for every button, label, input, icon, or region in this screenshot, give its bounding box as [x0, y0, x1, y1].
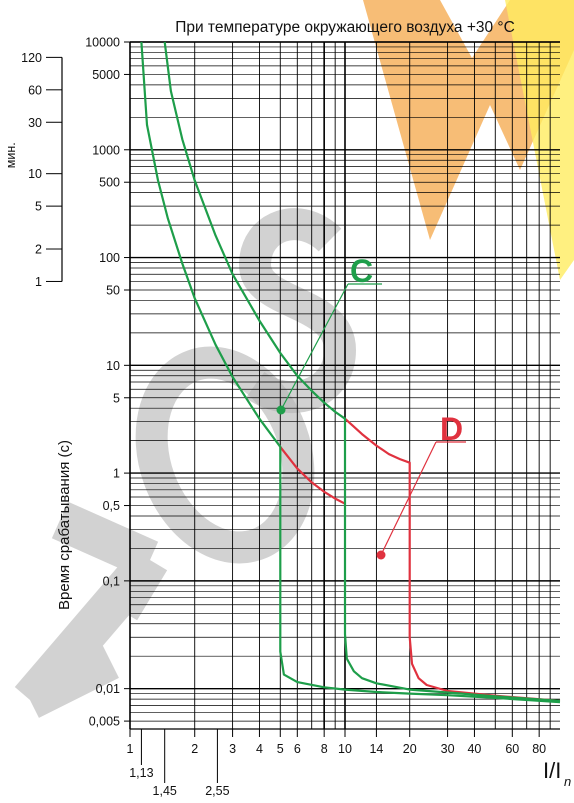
curve-d-upper	[344, 417, 561, 702]
curve-c-lower	[140, 41, 561, 704]
x-tick-label: 2	[191, 742, 198, 756]
callout-c-leader	[280, 283, 349, 411]
callout-d-dot	[376, 550, 386, 560]
x-subtick-label: 2,55	[205, 784, 229, 798]
minutes-tick-label: 30	[28, 116, 42, 130]
x-axis-label-sub: n	[564, 774, 571, 789]
y-tick-label: 10	[106, 359, 120, 373]
curve-c-upper	[163, 41, 561, 702]
x-subtick-label: 1,13	[129, 766, 153, 780]
minutes-tick-label: 10	[28, 167, 42, 181]
y-tick-label: 100	[99, 251, 120, 265]
grid	[129, 41, 560, 730]
y-tick-label: 5	[113, 391, 120, 405]
chart-title: При температуре окружающего воздуха +30 …	[175, 19, 515, 36]
minutes-tick-label: 2	[35, 243, 42, 257]
x-tick-label: 80	[532, 742, 546, 756]
callout-d-leader	[380, 441, 437, 556]
curves	[140, 41, 561, 704]
y-tick-label: 1000	[92, 143, 120, 157]
x-tick-label: 5	[277, 742, 284, 756]
minutes-tick-label: 120	[21, 51, 42, 65]
x-axis-label: I/I	[543, 758, 561, 783]
minutes-scale-label: мин.	[4, 142, 18, 168]
x-tick-label: 40	[467, 742, 481, 756]
curve-d-lower	[279, 446, 346, 505]
x-tick-label: 20	[403, 742, 417, 756]
x-tick-label: 3	[229, 742, 236, 756]
watermark-letter-r	[14, 501, 168, 718]
minutes-tick-label: 1	[35, 275, 42, 289]
x-tick-label: 1	[127, 742, 134, 756]
y-tick-label: 0,005	[89, 715, 120, 729]
y-tick-label: 0,01	[96, 682, 120, 696]
y-tick-label: 5000	[92, 68, 120, 82]
watermark	[14, 0, 574, 718]
x-tick-label: 4	[256, 742, 263, 756]
series-label-d: D	[440, 411, 463, 447]
y-tick-label: 10000	[85, 36, 120, 50]
y-tick-label: 1	[113, 467, 120, 481]
x-tick-label: 10	[338, 742, 352, 756]
y-tick-label: 500	[99, 176, 120, 190]
y-tick-label: 50	[106, 283, 120, 297]
x-tick-label: 30	[441, 742, 455, 756]
y-tick-label: 0,1	[103, 574, 120, 588]
y-tick-label: 0,5	[103, 499, 120, 513]
y-axis-label: Время срабатывания (с)	[56, 440, 73, 610]
series-label-c: C	[350, 253, 373, 289]
x-subtick-label: 1,45	[153, 784, 177, 798]
x-tick-label: 6	[294, 742, 301, 756]
callout-c-dot	[276, 405, 286, 415]
x-tick-label: 14	[369, 742, 383, 756]
x-tick-label: 8	[321, 742, 328, 756]
minutes-tick-label: 60	[28, 83, 42, 97]
x-tick-label: 60	[505, 742, 519, 756]
labels: 10000 5000 1000 500 100 50 10 5 1 0,5 0,1 0,01 0,005…	[4, 19, 571, 798]
minutes-tick-label: 5	[35, 200, 42, 214]
